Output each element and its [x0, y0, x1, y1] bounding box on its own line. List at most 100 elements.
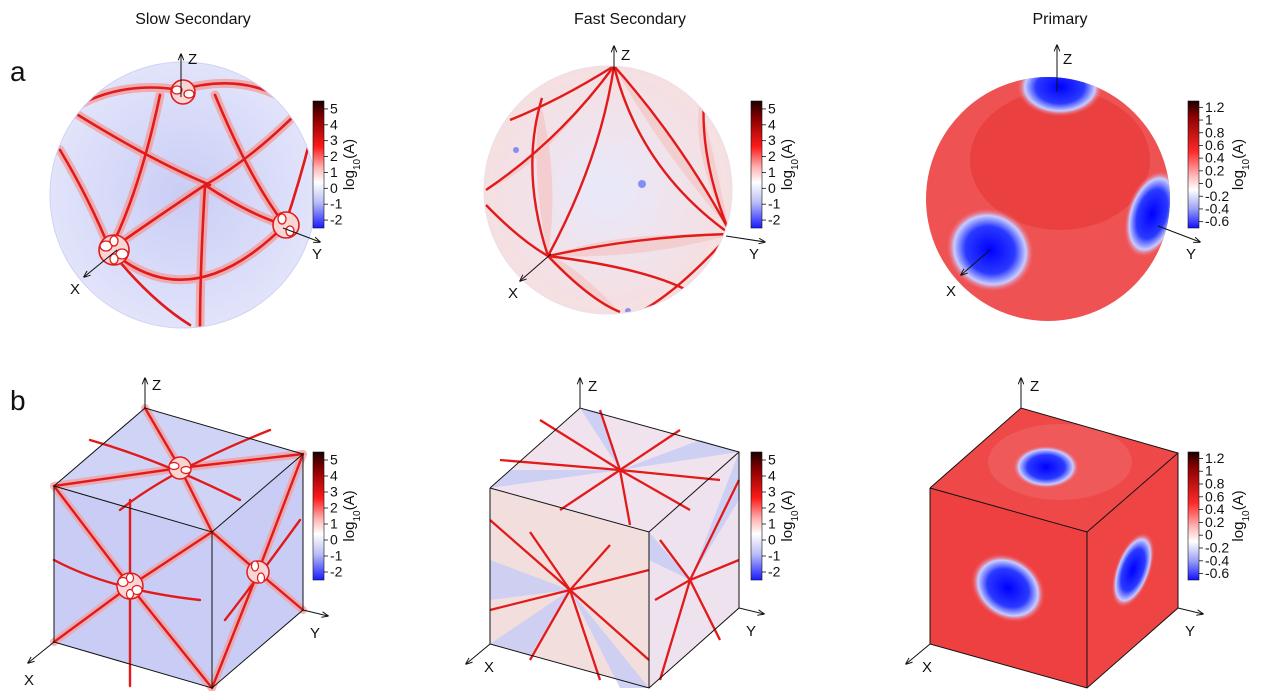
colorbar-unit-label: log10(A) [341, 139, 363, 190]
x-axis-label: X [508, 285, 518, 302]
colorbar-tick-label: 0.2 [1205, 514, 1225, 530]
x-axis-arrow [84, 249, 118, 277]
colorbar-primary-sphere: 1.210.80.60.40.20-0.2-0.4-0.6 log10(A) [1187, 99, 1252, 229]
cube-fast-secondary [489, 407, 741, 689]
y-axis-label: Y [1186, 246, 1196, 263]
axes-triad-fast-cube: Z X Y [466, 378, 764, 676]
colorbar-tick-label: -0.4 [1205, 552, 1229, 568]
x-axis-arrow [466, 643, 491, 664]
y-axis-arrow [302, 609, 328, 616]
colorbar-tick-label: 0.6 [1205, 488, 1225, 504]
y-axis-arrow [738, 607, 764, 614]
x-axis-arrow [961, 249, 991, 275]
x-axis-label: X [70, 281, 80, 298]
sphere-fast-secondary [483, 65, 733, 315]
colorbar-tick-label: 2 [768, 500, 776, 516]
y-axis-label: Y [749, 246, 759, 263]
colorbar-tick-label: 0 [1205, 175, 1213, 191]
axes-triad-primary-sphere: Z X Y [946, 45, 1200, 300]
cube-primary [929, 407, 1179, 689]
column-title-primary: Primary [1032, 11, 1087, 28]
colorbar-scale [1187, 451, 1200, 581]
colorbar-tick-label: -1 [768, 196, 781, 212]
colorbar-tick-label: 2 [768, 148, 776, 164]
axes-triad-slow-cube: Z X Y [24, 377, 328, 689]
colorbar-scale [312, 451, 325, 581]
z-axis-label: Z [152, 377, 161, 394]
y-axis-label: Y [312, 246, 322, 263]
colorbar-tick-label: 1.2 [1205, 99, 1225, 115]
axes-triad-fast-sphere: Z X Y [508, 46, 765, 302]
colorbar-tick-label: -0.2 [1205, 188, 1229, 204]
colorbar-scale [1187, 100, 1200, 229]
column-title-fast-secondary: Fast Secondary [574, 11, 686, 28]
colorbar-tick-label: 4 [330, 116, 338, 132]
colorbar-tick-label: -0.2 [1205, 540, 1229, 556]
colorbar-tick-label: 1 [330, 516, 338, 532]
colorbar-tick-label: 1 [768, 516, 776, 532]
colorbar-unit-label: log10(A) [779, 490, 801, 541]
colorbar-tick-label: 0.8 [1205, 476, 1225, 492]
colorbar-tick-label: -1 [768, 548, 781, 564]
colorbar-tick-label: 0 [1205, 527, 1213, 543]
colorbar-tick-label: 5 [768, 100, 776, 116]
x-axis-label: X [484, 659, 494, 676]
colorbar-tick-label: 4 [768, 468, 776, 484]
x-axis-arrow [520, 253, 552, 281]
axes-triad-slow-sphere: Z X Y [70, 51, 322, 298]
colorbar-tick-label: -1 [330, 548, 343, 564]
colorbar-tick-label: -2 [768, 212, 781, 228]
z-axis-label: Z [1030, 378, 1039, 395]
colorbar-tick-label: 0 [768, 532, 776, 548]
colorbar-tick-label: -2 [768, 564, 781, 580]
x-axis-label: X [24, 672, 34, 689]
colorbar-tick-label: 0 [330, 180, 338, 196]
z-axis-label: Z [188, 51, 197, 68]
x-axis-arrow [28, 641, 55, 663]
colorbar-tick-label: 3 [330, 484, 338, 500]
colorbar-tick-label: 5 [768, 452, 776, 468]
colorbar-unit-label: log10(A) [1230, 139, 1252, 190]
y-axis-arrow [725, 235, 765, 242]
colorbar-tick-label: 0.6 [1205, 137, 1225, 153]
x-axis-arrow [906, 643, 931, 664]
colorbar-tick-label: 1 [1205, 463, 1213, 479]
colorbar-tick-label: 4 [768, 116, 776, 132]
colorbar-tick-label: -0.6 [1205, 565, 1229, 581]
colorbar-tick-label: -0.6 [1205, 213, 1229, 229]
colorbar-scale [750, 451, 763, 581]
row-label-b: b [10, 385, 26, 416]
y-axis-arrow [282, 227, 320, 242]
colorbar-tick-label: 3 [330, 132, 338, 148]
colorbar-tick-label: 1 [768, 164, 776, 180]
z-axis-label: Z [621, 47, 630, 64]
colorbar-tick-label: 1 [1205, 112, 1213, 128]
colorbar-unit-label: log10(A) [1230, 490, 1252, 541]
colorbar-tick-label: 0 [330, 532, 338, 548]
colorbar-tick-label: 0.2 [1205, 162, 1225, 178]
colorbar-tick-label: -2 [330, 212, 343, 228]
y-axis-arrow [1157, 225, 1200, 242]
x-axis-label: X [946, 283, 956, 300]
z-axis-label: Z [588, 378, 597, 395]
colorbar-tick-label: 1.2 [1205, 450, 1225, 466]
column-title-slow-secondary: Slow Secondary [135, 11, 251, 28]
colorbar-tick-label: -0.4 [1205, 200, 1229, 216]
axes-triad-primary-cube: Z X Y [906, 378, 1203, 676]
colorbar-tick-label: 3 [768, 484, 776, 500]
colorbar-tick-label: 0.4 [1205, 150, 1225, 166]
colorbar-tick-label: 3 [768, 132, 776, 148]
sphere-primary [926, 77, 1170, 321]
y-axis-label: Y [310, 625, 320, 642]
colorbar-tick-label: 4 [330, 468, 338, 484]
cube-slow-secondary [50, 404, 307, 691]
row-label-a: a [10, 56, 26, 87]
colorbar-tick-label: 0 [768, 180, 776, 196]
colorbar-unit-label: log10(A) [779, 139, 801, 190]
y-axis-arrow [1177, 607, 1203, 614]
colorbar-tick-label: 2 [330, 148, 338, 164]
